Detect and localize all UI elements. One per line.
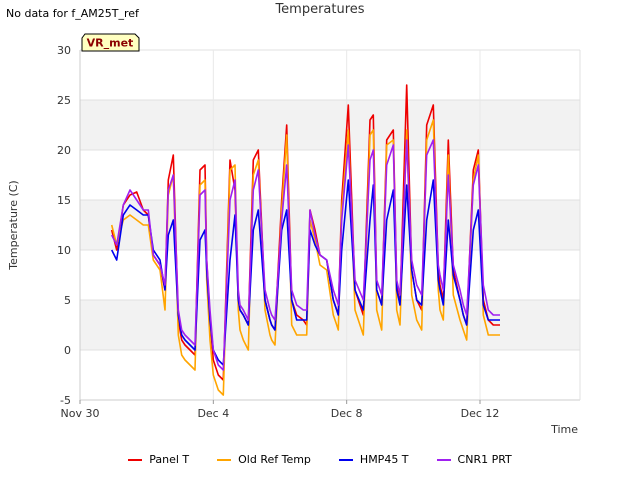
grid-band [80,100,580,150]
y-tick-label: 15 [57,194,71,207]
y-tick-label: -5 [60,394,71,407]
legend-item: Panel T [128,453,189,466]
y-axis-label: Temperature (C) [7,180,20,270]
x-tick-label: Dec 4 [197,407,229,420]
y-tick-label: 5 [64,294,71,307]
x-tick-label: Dec 12 [461,407,500,420]
x-tick-label: Dec 8 [331,407,363,420]
x-tick-label: Nov 30 [61,407,100,420]
legend-swatch [128,458,143,461]
series-line-cnr1-prt [110,139,500,371]
grid-band [80,300,580,350]
legend-label: HMP45 T [359,453,409,466]
legend-swatch [217,458,232,461]
legend-label: CNR1 PRT [457,453,512,466]
chart-legend: Panel T Old Ref Temp HMP45 T CNR1 PRT [0,453,640,466]
legend-label: Panel T [149,453,190,466]
series-line-hmp45-t [110,179,500,366]
legend-swatch [436,458,451,461]
y-tick-label: 30 [57,44,71,57]
y-tick-label: 0 [64,344,71,357]
no-data-message: No data for f_AM25T_ref [6,7,139,20]
grid-band [80,200,580,250]
badge-label: VR_met [87,37,134,50]
legend-item: CNR1 PRT [436,453,512,466]
y-tick-label: 10 [57,244,71,257]
x-axis-label: Time [550,423,578,436]
legend-label: Old Ref Temp [238,453,311,466]
vr-met-badge: VR_met [81,33,140,52]
legend-item: Old Ref Temp [217,453,311,466]
y-tick-label: 20 [57,144,71,157]
legend-swatch [338,458,353,461]
y-tick-label: 25 [57,94,71,107]
legend-item: HMP45 T [338,453,409,466]
chart-title: Temperatures [275,2,365,17]
